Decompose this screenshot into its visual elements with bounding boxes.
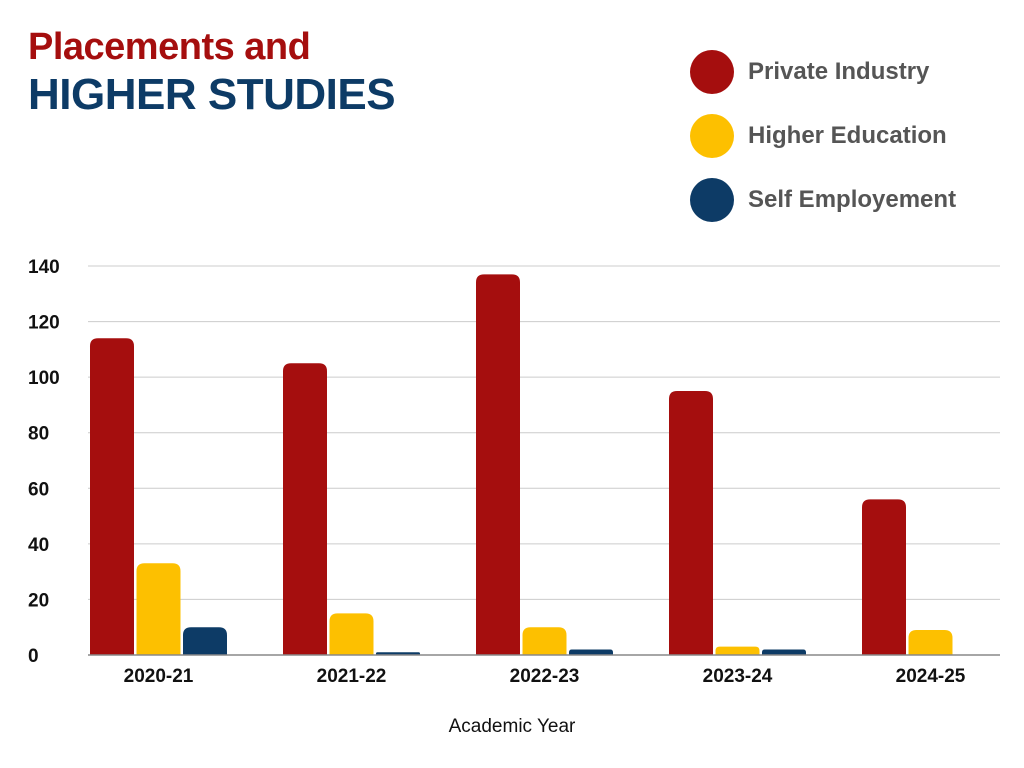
y-tick-label: 100 [28, 368, 60, 389]
bar-private-industry [669, 391, 713, 655]
bar-higher-education [908, 629, 953, 655]
x-tick-label: 2022-23 [510, 666, 580, 687]
bar-private-industry [476, 274, 520, 655]
bar-private-industry [283, 363, 327, 655]
x-tick-label: 2020-21 [124, 666, 194, 687]
legend-swatch [690, 50, 734, 94]
legend-label: Private Industry [748, 58, 930, 85]
x-tick-label: 2024-25 [896, 666, 966, 687]
bar-self-employement [183, 627, 227, 655]
x-axis-label: Academic Year [448, 716, 576, 737]
legend-label: Self Employement [748, 186, 957, 213]
bar-higher-education [715, 646, 760, 655]
bar-higher-education [522, 627, 567, 655]
x-tick-label: 2021-22 [317, 666, 387, 687]
y-tick-label: 120 [28, 313, 60, 334]
y-tick-label: 40 [28, 535, 49, 556]
legend-swatch [690, 114, 734, 158]
chart-title-line2: HIGHER STUDIES [28, 70, 396, 119]
legend-swatch [690, 178, 734, 222]
legend-item-self-employement: Self Employement [690, 168, 956, 232]
y-tick-label: 140 [28, 257, 60, 278]
y-tick-label: 0 [28, 646, 39, 667]
bar-self-employement [569, 649, 613, 655]
x-tick-label: 2023-24 [703, 666, 773, 687]
bar-higher-education [136, 563, 181, 655]
legend-item-higher-education: Higher Education [690, 104, 956, 168]
bar-private-industry [862, 499, 906, 655]
bar-private-industry [90, 338, 134, 655]
bar-self-employement [762, 649, 806, 655]
y-tick-label: 80 [28, 424, 49, 445]
legend-label: Higher Education [748, 122, 947, 149]
y-tick-label: 60 [28, 479, 49, 500]
y-tick-label: 20 [28, 590, 49, 611]
bar-higher-education [329, 613, 374, 655]
chart-title-line1: Placements and [28, 26, 311, 68]
legend-item-private-industry: Private Industry [690, 40, 956, 104]
legend: Private Industry Higher Education Self E… [690, 40, 956, 232]
